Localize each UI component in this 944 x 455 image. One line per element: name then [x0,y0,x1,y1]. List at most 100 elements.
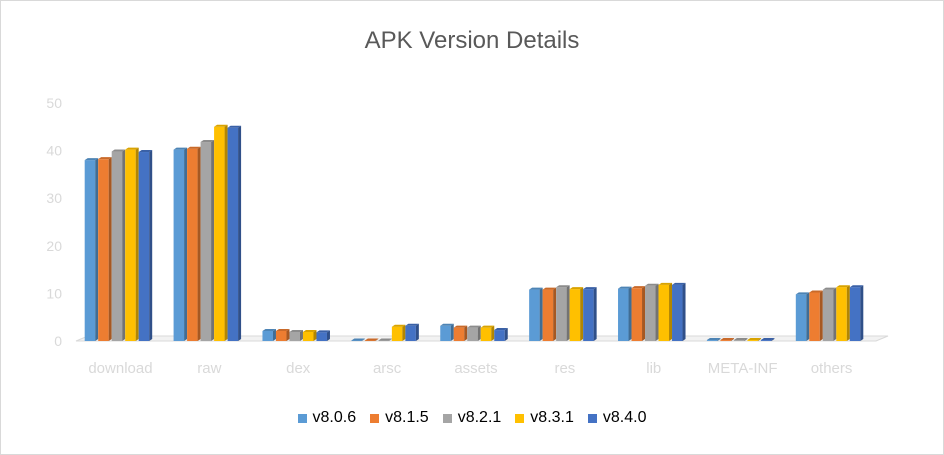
bar-top [351,338,365,341]
bar-front [138,152,150,341]
bar-front [645,285,656,341]
bar-side [593,287,597,341]
bar-front [822,289,834,341]
bar [706,338,721,341]
bar-side [122,149,126,341]
bar-front [529,289,540,341]
bar-top [138,150,153,153]
bar-side [833,287,837,341]
bar-top [187,146,201,149]
bar-side [197,146,201,341]
bar [480,325,495,341]
bar [98,157,112,341]
bar [631,286,646,341]
bar [405,323,419,341]
bar-side [415,323,419,341]
y-tick-label: 30 [46,190,62,206]
bar-side [477,325,481,341]
bar-front [378,340,389,342]
bar-front [364,340,376,342]
bar [187,146,201,341]
bar-top [214,124,228,127]
bar-side [730,338,734,341]
bar [494,328,508,341]
bar-side [539,287,543,341]
bar-top [173,147,188,150]
bar-front [187,148,198,341]
bar-side [402,324,406,341]
bar-side [299,329,303,341]
bar-top [720,338,734,341]
bar-top [453,325,468,328]
bar-front [467,327,478,341]
bar-side [313,329,317,341]
bar-side [491,325,495,341]
bar-side [669,282,673,341]
bar-top [747,338,761,341]
bar-front [720,340,731,341]
bar-top [480,325,495,328]
bar-side [642,286,646,341]
bar-side [108,157,112,341]
bar-side [224,124,228,341]
bar-side [819,290,823,341]
bar-front [200,142,212,341]
bar-top [849,285,864,288]
chart-title: APK Version Details [364,27,580,54]
y-tick-label: 50 [46,95,62,111]
bar-front [494,330,505,341]
bar-top [658,282,673,285]
bar [747,338,761,341]
legend-swatch [515,413,525,423]
bar-top [760,338,775,341]
bar-top [556,285,570,288]
bar-front [809,292,820,341]
bar-side [286,329,290,341]
bar-front [275,331,287,341]
bar-top [364,338,379,341]
legend-swatch [370,413,380,423]
x-tick-label: arsc [373,360,402,377]
bar-top [706,338,721,341]
bar [720,338,734,341]
bar-front [453,327,465,341]
bar-front [391,326,403,341]
bar-top [262,329,276,332]
bar-top [405,323,419,326]
bar-side [388,338,392,341]
bar-top [440,323,454,326]
bar-top [289,329,303,332]
bar-side [717,338,721,341]
bar-top [84,158,99,161]
bar-side [504,328,508,341]
legend-item: v8.2.1 [442,409,501,427]
bar-top [391,324,406,327]
bar [138,150,153,341]
bar-top [529,287,543,290]
bar-top [378,338,392,341]
bar-side [655,283,659,341]
bar-top [618,286,632,289]
bar-top [836,285,850,288]
bar-side [272,329,276,341]
bar-side [553,287,557,341]
chart-legend: v8.0.6 v8.1.5 v8.2.1 v8.3.1 v8.4.0 [1,409,943,427]
bar-top [542,287,557,290]
bar [542,287,557,341]
bar-front [556,287,567,341]
bar-top [494,328,508,331]
bar-front [289,331,300,341]
bar-top [822,287,837,290]
bar [391,324,406,341]
legend-label: v8.4.0 [602,409,647,426]
bar-front [405,325,416,341]
bar-side [326,330,330,341]
bar-front [583,289,594,341]
bar-top [795,292,810,295]
bar-side [757,338,761,341]
bar [125,147,139,341]
bar-front [795,294,807,341]
bar-side [846,285,850,341]
